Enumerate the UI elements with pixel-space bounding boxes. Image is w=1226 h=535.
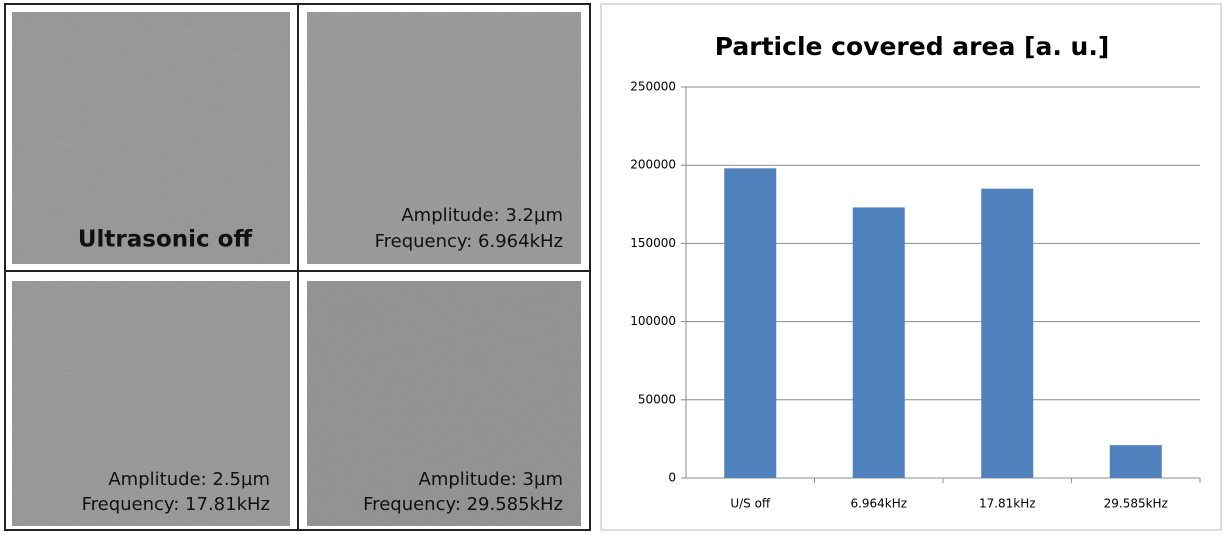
micrograph xyxy=(307,12,581,264)
y-tick-label: 50000 xyxy=(638,392,676,406)
bar xyxy=(852,207,905,479)
x-tick-label: 17.81kHz xyxy=(979,497,1036,511)
micrograph xyxy=(12,281,290,526)
panel-label: Frequency: 29.585kHz xyxy=(363,494,563,515)
bar xyxy=(981,188,1034,478)
panel-label: Amplitude: 3µm xyxy=(419,469,563,490)
chart-frame xyxy=(600,3,1222,531)
panel-label: Ultrasonic off xyxy=(78,227,253,253)
micrograph xyxy=(307,281,581,526)
y-tick-label: 200000 xyxy=(630,158,676,172)
bar xyxy=(724,168,777,478)
panel-label: Amplitude: 2.5µm xyxy=(108,469,270,490)
micrograph xyxy=(12,12,290,264)
x-tick-label: 29.585kHz xyxy=(1104,497,1168,511)
y-tick-label: 250000 xyxy=(630,80,676,94)
panel-label: Frequency: 17.81kHz xyxy=(82,494,270,515)
y-tick-label: 150000 xyxy=(630,236,676,250)
panel-label: Amplitude: 3.2µm xyxy=(401,205,563,226)
bar xyxy=(1109,445,1162,478)
x-tick-label: U/S off xyxy=(730,497,771,511)
y-tick-label: 100000 xyxy=(630,314,676,328)
x-tick-label: 6.964kHz xyxy=(850,497,907,511)
y-tick-label: 0 xyxy=(668,471,676,485)
panel-label: Frequency: 6.964kHz xyxy=(375,231,563,252)
chart-title: Particle covered area [a. u.] xyxy=(715,32,1110,61)
